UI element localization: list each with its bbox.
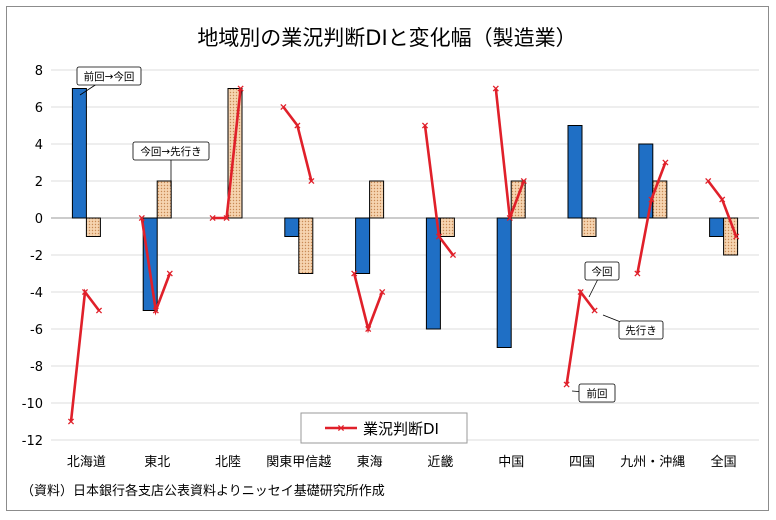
annotation-forecast: 先行き — [602, 314, 664, 340]
y-tick-label: -8 — [30, 360, 43, 375]
bar — [298, 217, 314, 274]
annotation-forecast-text: 先行き — [625, 324, 657, 337]
y-tick-label: 6 — [35, 101, 43, 116]
di-marker — [81, 288, 89, 296]
x-tick-label: 近畿 — [427, 455, 453, 470]
y-tick-label: -6 — [30, 323, 43, 338]
di-marker — [492, 85, 499, 92]
di-marker — [379, 288, 386, 296]
annotation-prev-to-now: 前回→今回 — [76, 66, 142, 96]
annotation-now: 今回 — [584, 261, 620, 298]
di-marker — [705, 177, 712, 185]
y-tick-label: -2 — [30, 249, 43, 264]
di-line — [352, 273, 384, 334]
di-line — [69, 288, 101, 422]
di-marker — [435, 233, 443, 240]
di-marker — [223, 214, 230, 222]
bar — [156, 180, 172, 219]
bar — [355, 217, 371, 274]
y-axis: 8 6 4 2 0 -2 -4 -6 -8 -10 -12 — [22, 64, 43, 449]
di-marker — [591, 307, 598, 314]
di-marker — [577, 288, 584, 296]
di-marker — [365, 325, 372, 333]
x-tick-label: 東北 — [144, 454, 170, 470]
di-marker — [648, 196, 655, 203]
bar — [652, 180, 668, 219]
bar — [496, 217, 512, 348]
x-tick-label: 中国 — [498, 455, 524, 470]
bar — [142, 217, 158, 311]
di-marker — [563, 381, 570, 388]
source-note: （資料）日本銀行各支店公表資料よりニッセイ基礎研究所作成 — [21, 483, 385, 499]
di-marker — [152, 307, 159, 314]
x-tick-label: 九州・沖縄 — [620, 455, 685, 470]
bar — [369, 180, 385, 219]
y-tick-label: 8 — [35, 64, 43, 79]
bar — [723, 217, 739, 256]
di-marker — [294, 122, 301, 129]
bar — [425, 217, 441, 330]
annotation-now-text: 今回 — [592, 265, 613, 278]
x-tick-label: 関東甲信越 — [266, 454, 331, 470]
annotation-now-to-forecast-text: 今回→先行き — [140, 145, 201, 158]
di-marker — [280, 103, 287, 111]
di-marker — [209, 214, 216, 222]
bar — [227, 88, 243, 219]
annotation-prev: 前回 — [571, 383, 616, 403]
chart-title: 地域別の業況判断DIと変化幅（製造業） — [197, 26, 576, 50]
bar — [85, 217, 101, 237]
di-marker — [166, 270, 173, 277]
y-tick-label: 4 — [35, 138, 43, 153]
di-line — [565, 288, 596, 385]
di-marker — [138, 214, 145, 222]
annotation-now-to-forecast: 今回→先行き — [132, 141, 210, 187]
chart-frame: 地域別の業況判断DIと変化幅（製造業） 8 6 4 2 0 -2 -4 -6 -8 -10 -12 … — [6, 6, 769, 511]
x-axis: 北海道 東北 北陸 関東甲信越 東海 近畿 中国 四国 九州・沖縄 全国 — [67, 454, 737, 470]
bar — [709, 217, 725, 237]
di-marker — [95, 307, 103, 314]
y-tick-label: -4 — [30, 286, 43, 301]
y-tick-label: 2 — [35, 175, 43, 190]
di-marker — [733, 233, 740, 240]
di-marker — [449, 251, 457, 259]
y-tick-label: -12 — [22, 434, 43, 449]
x-tick-label: 北海道 — [67, 455, 106, 470]
di-marker — [308, 177, 315, 185]
x-tick-label: 四国 — [569, 455, 595, 470]
di-marker — [719, 196, 726, 203]
x-tick-label: 全国 — [711, 454, 737, 470]
annotation-prev-to-now-text: 前回→今回 — [84, 70, 135, 83]
di-marker — [421, 122, 429, 129]
di-marker — [237, 85, 244, 92]
legend-label: 業況判断DI — [363, 420, 439, 438]
bars — [71, 88, 739, 348]
chart: 地域別の業況判断DIと変化幅（製造業） 86420-2-4-6-8-10-12 … — [21, 26, 759, 499]
di-marker — [351, 270, 358, 277]
bar — [71, 88, 87, 219]
bar — [284, 217, 300, 237]
bar — [581, 217, 597, 237]
y-tick-label: -10 — [22, 397, 43, 412]
di-marker — [506, 214, 513, 222]
di-marker — [67, 418, 75, 425]
legend: 業況判断DI — [300, 412, 468, 444]
y-tick-label: 0 — [35, 212, 43, 227]
annotation-prev-text: 前回 — [587, 387, 608, 400]
bar — [567, 125, 583, 219]
bar — [439, 217, 455, 237]
di-marker — [634, 270, 641, 277]
di-marker — [662, 159, 669, 166]
x-tick-label: 東海 — [357, 454, 383, 470]
di-marker — [520, 177, 527, 185]
bar — [510, 180, 526, 219]
di-lines — [67, 85, 740, 425]
legend-marker — [337, 424, 345, 432]
x-tick-label: 北陸 — [215, 454, 241, 470]
